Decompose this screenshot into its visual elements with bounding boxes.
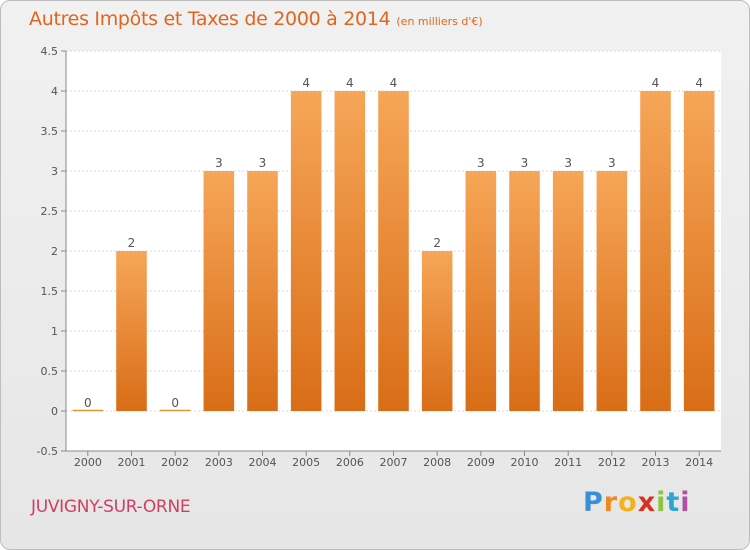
data-label-2000: 0 bbox=[84, 396, 92, 410]
bar-2010 bbox=[509, 171, 540, 411]
bar-2009 bbox=[465, 171, 497, 411]
data-label-2002: 0 bbox=[171, 396, 179, 410]
x-tick-label: 2009 bbox=[467, 456, 495, 469]
bar-2006 bbox=[334, 91, 366, 411]
bar-2011 bbox=[552, 171, 584, 411]
data-label-2012: 3 bbox=[608, 156, 616, 170]
logo-letter: i bbox=[656, 487, 667, 518]
data-label-2008: 2 bbox=[433, 236, 441, 250]
data-label-2001: 2 bbox=[128, 236, 136, 250]
data-label-2014: 4 bbox=[695, 76, 703, 90]
data-label-2005: 4 bbox=[302, 76, 310, 90]
data-label-2011: 3 bbox=[564, 156, 572, 170]
x-tick-label: 2006 bbox=[336, 456, 364, 469]
x-tick-label: 2003 bbox=[205, 456, 233, 469]
bar-2000 bbox=[72, 409, 104, 411]
x-tick-label: 2011 bbox=[554, 456, 582, 469]
y-tick-label: 3.5 bbox=[41, 125, 59, 138]
y-tick-label: 2.5 bbox=[41, 205, 59, 218]
proxiti-logo: Proxiti bbox=[583, 487, 691, 518]
y-tick-label: 1 bbox=[51, 325, 58, 338]
x-tick-label: 2013 bbox=[642, 456, 670, 469]
data-label-2010: 3 bbox=[521, 156, 529, 170]
logo-letter: r bbox=[603, 487, 619, 518]
bars bbox=[72, 91, 715, 411]
bar-2012 bbox=[596, 171, 628, 411]
x-tick-label: 2010 bbox=[511, 456, 539, 469]
data-label-2013: 4 bbox=[652, 76, 660, 90]
y-tick-label: 2 bbox=[51, 245, 58, 258]
x-tick-label: 2001 bbox=[118, 456, 146, 469]
data-label-2003: 3 bbox=[215, 156, 223, 170]
x-tick-label: 2005 bbox=[292, 456, 320, 469]
y-tick-label: 4.5 bbox=[41, 45, 59, 58]
logo-letter: t bbox=[666, 487, 681, 518]
y-tick-label: 0 bbox=[51, 405, 58, 418]
bar-2003 bbox=[203, 171, 235, 411]
title-text: Autres Impôts et Taxes de 2000 à 2014 bbox=[29, 8, 391, 30]
x-tick-label: 2004 bbox=[249, 456, 277, 469]
y-tick-label: 1.5 bbox=[41, 285, 59, 298]
city-name: JUVIGNY-SUR-ORNE bbox=[31, 497, 191, 517]
x-tick-label: 2014 bbox=[685, 456, 713, 469]
y-tick-label: 4 bbox=[51, 85, 58, 98]
axes bbox=[61, 50, 721, 456]
logo-letter: P bbox=[583, 487, 604, 518]
x-tick-label: 2008 bbox=[423, 456, 451, 469]
chart-title: Autres Impôts et Taxes de 2000 à 2014 (en… bbox=[29, 8, 483, 30]
data-label-2006: 4 bbox=[346, 76, 354, 90]
x-tick-label: 2012 bbox=[598, 456, 626, 469]
logo-letter: i bbox=[680, 487, 691, 518]
logo-letter: o bbox=[618, 487, 638, 518]
y-tick-label: 0.5 bbox=[41, 365, 59, 378]
logo-letter: x bbox=[637, 487, 657, 518]
bar-2007 bbox=[378, 91, 409, 411]
x-tick-label: 2002 bbox=[161, 456, 189, 469]
bar-2008 bbox=[421, 251, 453, 411]
bar-2002 bbox=[159, 409, 191, 411]
data-labels: 0 2 0 3 3 4 4 4 2 3 3 3 3 4 4 bbox=[84, 76, 703, 410]
bar-2001 bbox=[116, 251, 147, 411]
x-tick-label: 2007 bbox=[380, 456, 408, 469]
bar-2013 bbox=[640, 91, 671, 411]
y-tick-label: -0.5 bbox=[37, 445, 58, 458]
data-label-2007: 4 bbox=[390, 76, 398, 90]
x-tick-label: 2000 bbox=[74, 456, 102, 469]
bar-2005 bbox=[290, 91, 322, 411]
bar-2004 bbox=[247, 171, 278, 411]
data-label-2004: 3 bbox=[259, 156, 267, 170]
y-tick-label: 3 bbox=[51, 165, 58, 178]
data-label-2009: 3 bbox=[477, 156, 485, 170]
chart-subtitle: (en milliers d'€) bbox=[396, 15, 483, 28]
bar-2014 bbox=[683, 91, 715, 411]
